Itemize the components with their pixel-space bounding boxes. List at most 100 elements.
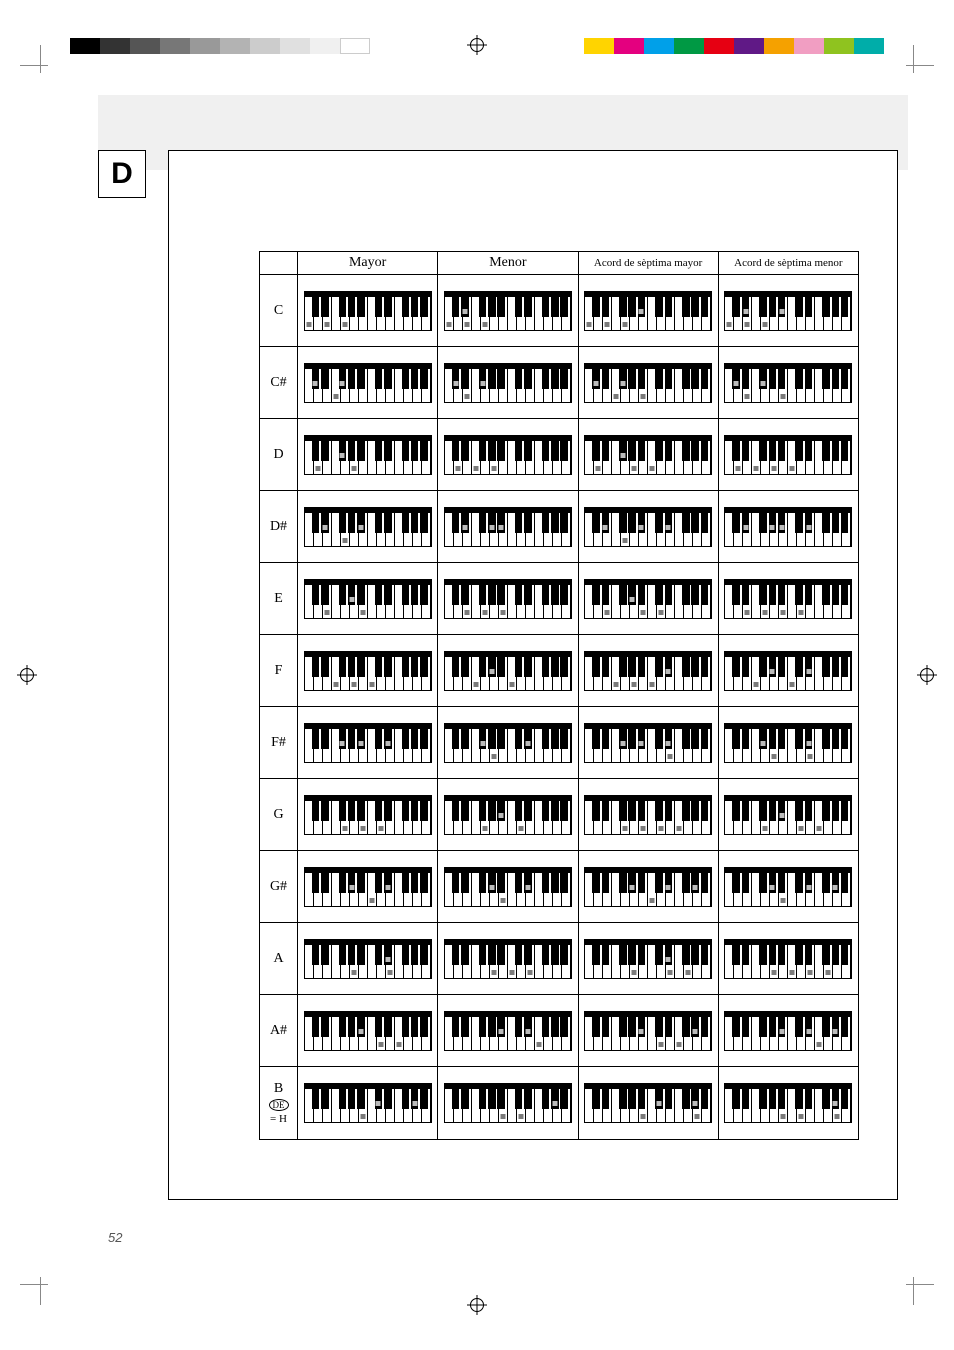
black-key [321, 513, 329, 533]
black-key [778, 297, 786, 317]
black-key [479, 729, 487, 749]
black-key [497, 441, 505, 461]
black-key [312, 801, 320, 821]
black-key [759, 297, 767, 317]
black-key [732, 513, 740, 533]
key-marker [639, 309, 644, 314]
keyboard-diagram [724, 939, 852, 979]
black-key [628, 945, 636, 965]
black-key [524, 945, 532, 965]
black-key [420, 657, 428, 677]
key-marker [833, 885, 838, 890]
black-key [778, 873, 786, 893]
black-key [822, 657, 830, 677]
black-key [759, 513, 767, 533]
black-key [542, 1017, 550, 1037]
key-marker [351, 970, 356, 975]
key-marker [817, 1042, 822, 1047]
key-marker [369, 898, 374, 903]
key-marker [340, 453, 345, 458]
key-marker [695, 1114, 700, 1119]
black-key [742, 945, 750, 965]
black-key [321, 441, 329, 461]
keyboard-diagram [304, 507, 432, 547]
black-key [348, 1017, 356, 1037]
black-key [638, 1089, 646, 1109]
black-key [805, 657, 813, 677]
key-marker [623, 538, 628, 543]
black-key [488, 945, 496, 965]
black-key [592, 945, 600, 965]
black-key [602, 873, 610, 893]
black-key [312, 1089, 320, 1109]
key-marker [552, 1101, 557, 1106]
note-name: F# [271, 735, 286, 751]
note-name: G [273, 807, 283, 823]
key-marker [641, 610, 646, 615]
key-marker [526, 1029, 531, 1034]
black-key [479, 297, 487, 317]
keyboard-diagram [724, 579, 852, 619]
black-key [384, 1017, 392, 1037]
registration-mark [470, 1298, 484, 1312]
black-key [515, 873, 523, 893]
black-key [375, 297, 383, 317]
keyboard-diagram [304, 939, 432, 979]
black-key [402, 873, 410, 893]
black-key [339, 873, 347, 893]
key-marker [480, 381, 485, 386]
black-key [602, 585, 610, 605]
black-key [497, 945, 505, 965]
black-key [691, 729, 699, 749]
chord-cell [719, 1067, 858, 1139]
black-key [461, 297, 469, 317]
chord-cell [438, 563, 578, 634]
black-key [701, 1017, 709, 1037]
black-key [420, 369, 428, 389]
black-key [655, 801, 663, 821]
keyboard-diagram [304, 1083, 432, 1123]
black-key [339, 1017, 347, 1037]
black-key [795, 1017, 803, 1037]
black-key [759, 1017, 767, 1037]
black-key [375, 369, 383, 389]
color-swatch [734, 38, 764, 54]
black-key [682, 945, 690, 965]
black-key [357, 513, 365, 533]
black-key [805, 513, 813, 533]
chord-cell [579, 275, 719, 346]
black-key [542, 657, 550, 677]
color-swatch [824, 38, 854, 54]
black-key [375, 513, 383, 533]
black-key [638, 369, 646, 389]
key-marker [340, 741, 345, 746]
black-key [551, 441, 559, 461]
key-marker [668, 970, 673, 975]
black-key [628, 729, 636, 749]
column-header: Mayor [298, 252, 438, 274]
chord-cell [438, 707, 578, 778]
black-key [461, 1017, 469, 1037]
black-key [619, 441, 627, 461]
black-key [461, 873, 469, 893]
row-label: D [260, 419, 298, 490]
black-key [742, 369, 750, 389]
black-key [384, 873, 392, 893]
key-marker [779, 1029, 784, 1034]
key-marker [745, 322, 750, 327]
row-label: F# [260, 707, 298, 778]
color-swatch [674, 38, 704, 54]
chord-row: D# [260, 491, 858, 563]
chord-cell [579, 851, 719, 922]
key-marker [817, 826, 822, 831]
key-marker [686, 970, 691, 975]
black-key [638, 513, 646, 533]
note-name: A# [270, 1023, 287, 1039]
key-marker [396, 1042, 401, 1047]
black-key [339, 585, 347, 605]
black-key [841, 369, 849, 389]
black-key [357, 945, 365, 965]
black-key [638, 1017, 646, 1037]
black-key [524, 873, 532, 893]
key-marker [650, 682, 655, 687]
